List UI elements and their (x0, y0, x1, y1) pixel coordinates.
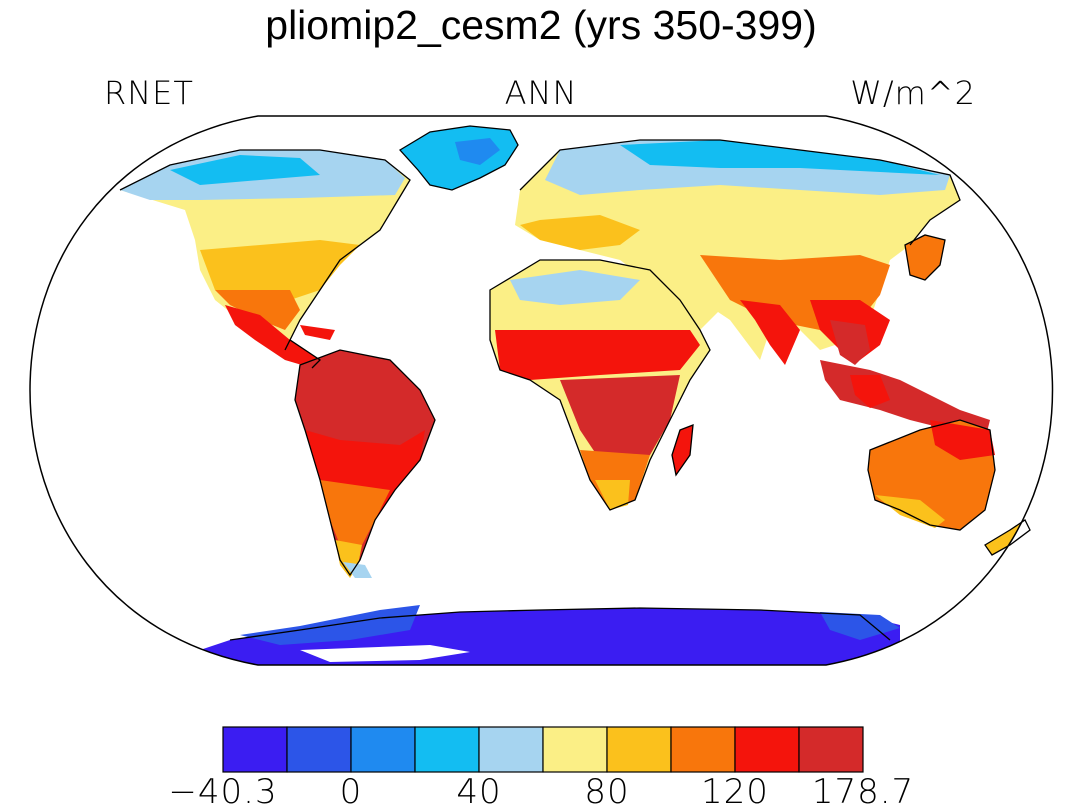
colorbar-tick-label: 120 (701, 772, 769, 812)
colorbar-swatch (222, 726, 288, 773)
colorbar-tick-label: 40 (456, 772, 502, 812)
coastlines (119, 125, 1031, 641)
japan (905, 235, 945, 280)
colorbar-swatch (478, 726, 544, 773)
colorbar-swatch (606, 726, 672, 773)
map-title: pliomip2_cesm2 (yrs 350-399) (265, 2, 817, 48)
central-america (225, 305, 320, 368)
madagascar (672, 425, 693, 475)
map-frame (29, 115, 1054, 666)
colorbar-swatch (286, 726, 352, 773)
land-fill (120, 126, 1030, 665)
season-label: ANN (504, 74, 578, 112)
colorbar-tick-label: 0 (339, 772, 363, 812)
colorbar (222, 726, 864, 773)
colorbar-swatch (734, 726, 800, 773)
variable-label: RNET (104, 74, 194, 112)
colorbar-swatch (414, 726, 480, 773)
colorbar-tick-label: 80 (584, 772, 630, 812)
greenland (400, 126, 518, 190)
colorbar-tick-label: 178.7 (811, 772, 915, 812)
colorbar-swatch (670, 726, 736, 773)
south-asia (740, 300, 800, 365)
antarctica (200, 608, 900, 665)
colorbar-swatch (542, 726, 608, 773)
colorbar-swatch (798, 726, 864, 773)
units-label: W/m^2 (850, 74, 976, 112)
colorbar-tick-label: −40.3 (168, 772, 278, 812)
colorbar-swatch (350, 726, 416, 773)
